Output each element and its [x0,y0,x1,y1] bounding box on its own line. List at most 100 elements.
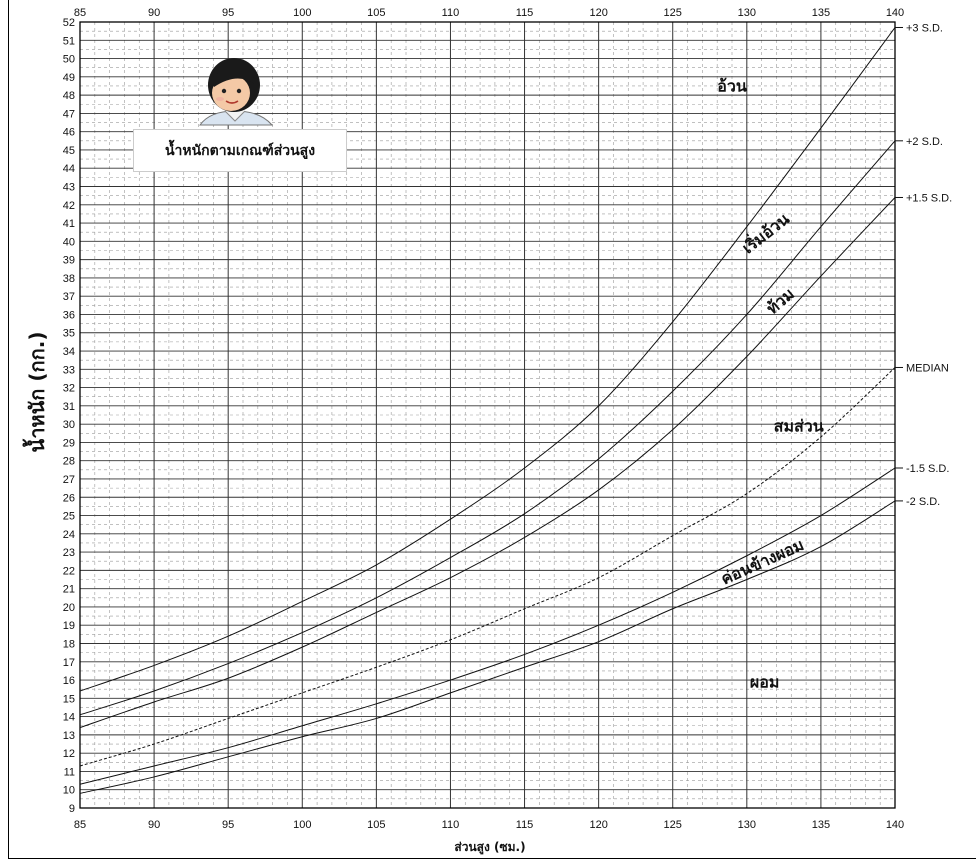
child-face-icon [199,58,274,126]
zone-label: เริ่มอ้วน [737,208,793,258]
y-tick-label: 31 [63,401,75,413]
y-tick-label: 42 [63,200,75,212]
y-tick-label: 37 [63,291,75,303]
y-tick-label: 44 [63,163,75,175]
x-tick-label-top: 115 [516,7,534,19]
chart-frame [8,0,976,859]
plot-border [79,21,896,809]
y-tick-label: 33 [63,364,75,376]
y-tick-label: 26 [63,492,75,504]
x-tick-label: 130 [738,819,756,831]
x-tick-label: 85 [74,819,86,831]
curve-median [79,367,896,767]
y-tick-label: 50 [63,54,75,66]
y-tick-label: 11 [64,766,75,778]
y-tick-label: 17 [63,657,75,669]
y-tick-label: 43 [63,182,75,194]
x-tick-label: 100 [293,819,311,831]
y-tick-label: 14 [63,712,75,724]
x-tick-label-top: 110 [442,7,460,19]
y-axis-title: น้ำหนัก (กก.) [22,332,49,453]
curve--3-s-d- [79,27,896,692]
y-tick-label: 12 [63,748,75,760]
growth-curves [79,27,896,794]
x-tick-label-top: 135 [812,7,830,19]
y-tick-label: 25 [63,511,75,523]
zone-label: ท้วม [763,284,798,318]
x-tick-label: 90 [148,819,160,831]
x-tick-label: 140 [886,819,904,831]
y-tick-label: 52 [63,17,75,29]
y-tick-labels: 9 10 11 12 13 14 15 16 17 18 19 20 21 22 23 24 25 26 27 28 2… [63,17,75,815]
y-tick-label: 13 [63,730,75,742]
x-axis-title: ส่วนสูง (ซม.) [454,840,525,855]
x-tick-label-top: 125 [664,7,682,19]
y-tick-label: 23 [63,547,75,559]
curve--1-5-s-d- [79,467,896,785]
plot-area-border [79,21,896,809]
zone-label: สมส่วน [774,416,824,435]
y-tick-label: 39 [63,255,75,267]
y-tick-label: 49 [63,72,75,84]
y-tick-label: 34 [63,346,75,358]
x-tick-labels-top: 85 90 95 100 105 110 115 120 125 130 135 140 [74,7,904,19]
x-tick-label-top: 120 [589,7,607,19]
y-tick-label: 16 [63,675,75,687]
zone-label: ผอม [750,672,780,691]
chart-title-box: น้ำหนักตามเกณฑ์ส่วนสูง [133,129,347,172]
x-tick-label: 125 [664,819,682,831]
y-tick-label: 15 [63,693,75,705]
x-tick-label-top: 90 [148,7,160,19]
curve-label: +2 S.D. [906,136,943,148]
x-tick-label-top: 85 [74,7,86,19]
chart-title: น้ำหนักตามเกณฑ์ส่วนสูง [164,142,316,159]
curve-label: +1.5 S.D. [906,192,952,204]
y-tick-label: 10 [63,785,75,797]
y-tick-label: 51 [63,35,75,47]
curve-label: +3 S.D. [906,22,943,34]
curve--2-s-d- [79,140,896,716]
x-tick-label: 115 [516,819,534,831]
x-tick-label: 120 [589,819,607,831]
x-tick-label-top: 100 [293,7,311,19]
y-tick-label: 32 [63,383,75,395]
zone-label: อ้วน [717,76,747,95]
zone-label: ค่อนข้างผอม [718,535,807,588]
x-tick-label: 135 [812,819,830,831]
y-tick-label: 38 [63,273,75,285]
y-tick-label: 47 [63,108,75,120]
y-tick-label: 29 [63,437,75,449]
x-tick-labels-bottom: 85 90 95 100 105 110 115 120 125 130 135 140 [74,819,904,831]
y-tick-label: 46 [63,127,75,139]
y-tick-label: 41 [63,218,75,230]
x-tick-label-top: 105 [367,7,385,19]
y-tick-label: 27 [63,474,75,486]
y-tick-label: 18 [63,638,75,650]
y-tick-label: 9 [69,803,75,815]
curve--2-s-d- [79,500,896,794]
y-tick-label: 19 [63,620,75,632]
curve-label: -1.5 S.D. [906,463,949,475]
y-tick-label: 36 [63,309,75,321]
curve--1-5-s-d- [79,197,896,729]
curve-labels: +3 S.D. +2 S.D. +1.5 S.D. MEDIAN -1.5 S.D. -2… [895,22,952,508]
y-tick-label: 35 [63,328,75,340]
y-tick-label: 40 [63,236,75,248]
x-tick-label-top: 130 [738,7,756,19]
x-tick-label: 110 [442,819,460,831]
y-tick-label: 20 [63,602,75,614]
x-tick-label-top: 140 [886,7,904,19]
y-tick-label: 24 [63,529,75,541]
x-tick-label: 95 [222,819,234,831]
y-tick-label: 30 [63,419,75,431]
x-tick-label-top: 95 [222,7,234,19]
y-tick-label: 21 [63,584,75,596]
y-tick-label: 48 [63,90,75,102]
y-tick-label: 45 [63,145,75,157]
x-tick-label: 105 [367,819,385,831]
curve-label: MEDIAN [906,362,949,374]
y-tick-label: 22 [63,565,75,577]
curve-label: -2 S.D. [906,496,940,508]
